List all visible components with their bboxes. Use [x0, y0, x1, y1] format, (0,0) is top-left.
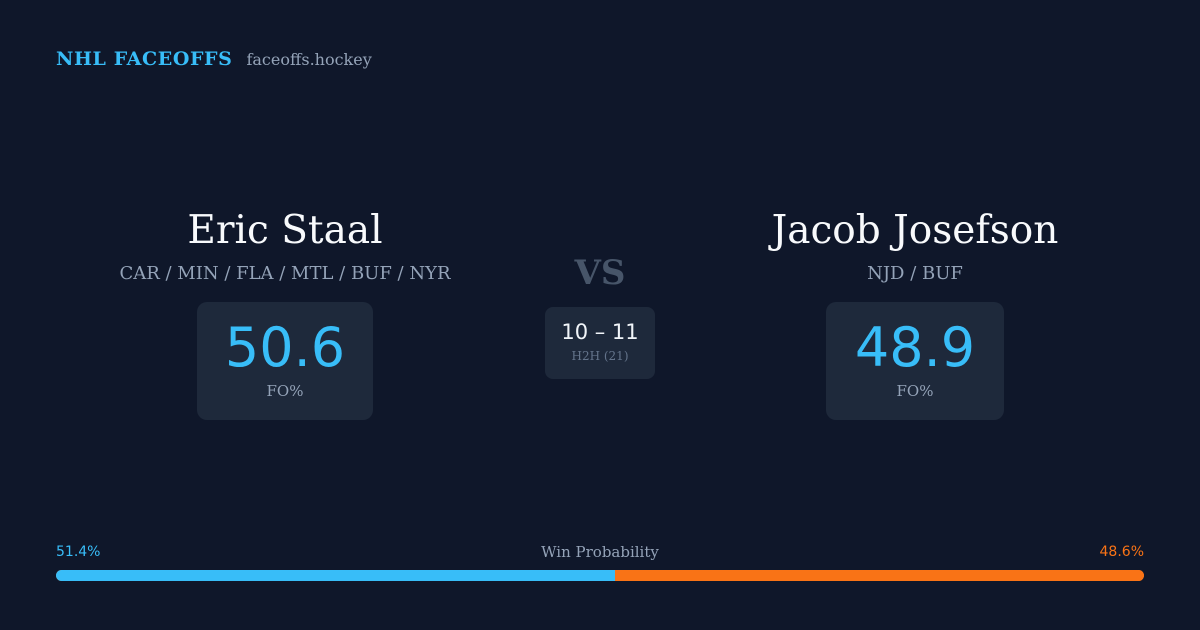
- player-right-stat-card: 48.9 FO%: [826, 302, 1004, 420]
- player-right-panel: Jacob Josefson NJD / BUF 48.9 FO%: [685, 205, 1145, 420]
- player-left-name: Eric Staal: [187, 208, 383, 253]
- brand-url: faceoffs.hockey: [246, 50, 372, 69]
- brand-header: NHL FACEOFFS faceoffs.hockey: [56, 48, 372, 70]
- win-prob-bar-right: [615, 570, 1144, 581]
- player-right-name: Jacob Josefson: [771, 208, 1059, 253]
- player-left-panel: Eric Staal CAR / MIN / FLA / MTL / BUF /…: [55, 205, 515, 420]
- player-right-fo-value: 48.9: [854, 316, 976, 379]
- player-right-fo-label: FO%: [896, 382, 934, 400]
- player-left-fo-value: 50.6: [224, 316, 346, 379]
- vs-label: VS: [574, 253, 626, 293]
- h2h-card: 10 – 11 H2H (21): [545, 307, 655, 379]
- win-prob-bar: [56, 570, 1144, 581]
- brand-name: NHL FACEOFFS: [56, 48, 233, 70]
- win-prob-left-label: 51.4%: [56, 544, 101, 560]
- h2h-label: H2H (21): [571, 349, 629, 363]
- win-prob-title: Win Probability: [541, 543, 659, 561]
- player-right-teams: NJD / BUF: [867, 263, 963, 284]
- h2h-score: 10 – 11: [561, 320, 639, 344]
- win-prob-right-label: 48.6%: [1099, 544, 1144, 560]
- player-left-stat-card: 50.6 FO%: [197, 302, 373, 420]
- player-left-teams: CAR / MIN / FLA / MTL / BUF / NYR: [119, 263, 451, 284]
- win-prob-bar-left: [56, 570, 616, 581]
- player-left-fo-label: FO%: [266, 382, 304, 400]
